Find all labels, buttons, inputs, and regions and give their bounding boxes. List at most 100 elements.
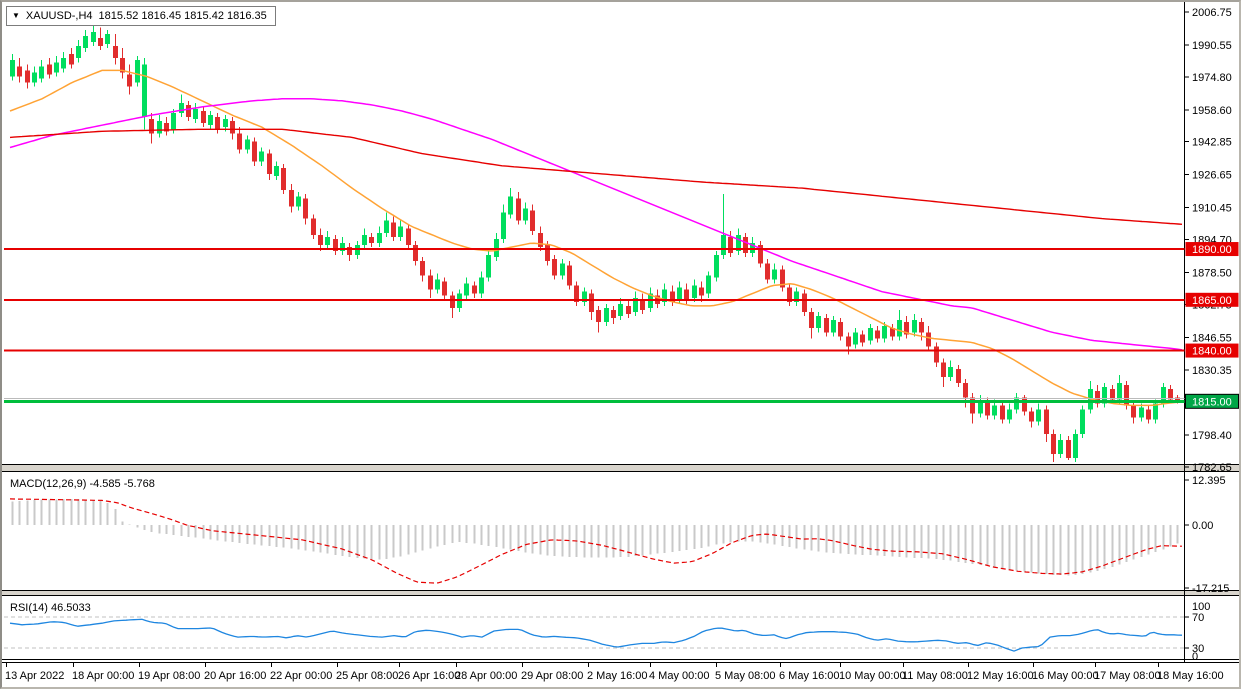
candle-body [296,196,301,207]
candle-body [787,287,792,302]
candle-body [340,242,345,252]
macd-scale[interactable]: 12.395 0.00 -17.215 [1184,475,1230,595]
candle-body [677,287,682,300]
candle-body [267,153,272,174]
time-axis-label: 10 May 00:00 [839,670,906,682]
candle-body [1066,439,1071,459]
candle-body [54,62,59,73]
candle-body [963,383,968,398]
candle-body [992,405,997,416]
panel-frame [2,2,1239,664]
time-axis-label: 12 May 16:00 [967,670,1034,682]
candle-body [706,275,711,294]
price-axis-label: 1910.45 [1192,203,1232,215]
candle-body [149,119,154,134]
candle-body [1058,439,1063,455]
candle-body [193,108,198,120]
candle-body [259,151,264,162]
candle-body [1146,409,1151,420]
candle-body [113,46,118,59]
collapse-chart-icon[interactable]: ▼ [12,10,20,20]
ma-slow-line [9,128,1183,225]
candle-body [970,397,975,414]
candle-body [208,115,213,126]
rsi-scale-label: 70 [1192,612,1204,624]
candle-body [142,64,147,118]
candle-body [934,346,939,363]
candle-body [494,238,499,258]
candle-body [442,281,447,296]
candle-body [223,119,228,128]
candle-body [428,275,433,290]
price-axis-label: 1878.50 [1192,267,1232,279]
candle-body [567,265,572,286]
candle-body [76,46,81,59]
candle-body [1139,407,1144,418]
candle-body [736,234,741,252]
candle-body [816,316,821,329]
macd-indicator-label: MACD(12,26,9) -4.585 -5.768 [10,478,155,490]
candle-body [464,283,469,296]
candle-body [413,244,418,262]
candle-body [135,60,140,83]
ma-fast-line [9,69,1183,407]
candle-body [479,277,484,294]
time-axis-label: 19 Apr 08:00 [138,670,200,682]
candle-body [941,362,946,377]
candle-body [1117,383,1122,400]
candle-body [802,293,807,312]
candle-body [355,244,360,256]
candle-body [384,220,389,233]
candle-body [1022,397,1027,412]
candle-body [772,269,777,280]
splitter-main-macd[interactable] [2,465,1239,472]
candle-body [252,141,257,162]
candle-body [369,236,374,243]
price-badge [1185,242,1239,257]
price-badge-label: 1865.00 [1192,295,1232,307]
price-axis-label: 1798.40 [1192,430,1232,442]
candle-body [1168,389,1173,400]
candle-body [780,269,785,288]
candle-body [377,232,382,243]
candle-body [897,320,902,337]
candle-body [1095,391,1100,404]
rsi-scale-label: 30 [1192,643,1204,655]
time-axis[interactable]: 13 Apr 2022 18 Apr 00:00 19 Apr 08:00 20 Ap… [5,663,1224,682]
time-axis-label: 28 Apr 00:00 [455,670,517,682]
hlines-layer [4,248,1185,403]
candle-body [1073,433,1078,459]
price-axis-label: 1830.35 [1192,365,1232,377]
macd-scale-label: -17.215 [1192,583,1229,595]
time-axis-label: 17 May 08:00 [1094,670,1161,682]
candle-body [1102,387,1107,404]
time-axis-label: 18 May 16:00 [1157,670,1224,682]
splitter-macd-rsi[interactable] [2,591,1239,596]
candle-body [670,291,675,302]
price-axis-label: 1846.55 [1192,332,1232,344]
candle-body [648,293,653,308]
candle-body [450,295,455,308]
candle-body [39,66,44,79]
candle-body [333,238,338,252]
candle-body [98,37,103,47]
time-axis-label: 29 Apr 08:00 [521,670,583,682]
candle-body [237,133,242,150]
candle-body [127,74,132,87]
candle-body [809,311,814,329]
candles-layer [10,25,1180,463]
candle-body [508,196,513,215]
candle-body [1036,409,1041,422]
price-axis-label: 1942.85 [1192,137,1232,149]
candle-body [1007,409,1012,420]
candle-body [83,35,88,49]
macd-scale-label: 12.395 [1192,475,1226,487]
candle-body [362,234,367,245]
rsi-indicator-label: RSI(14) 46.5033 [10,602,91,614]
candle-body [318,234,323,245]
candle-body [91,31,96,42]
price-axis-label: 1782.65 [1192,462,1232,474]
